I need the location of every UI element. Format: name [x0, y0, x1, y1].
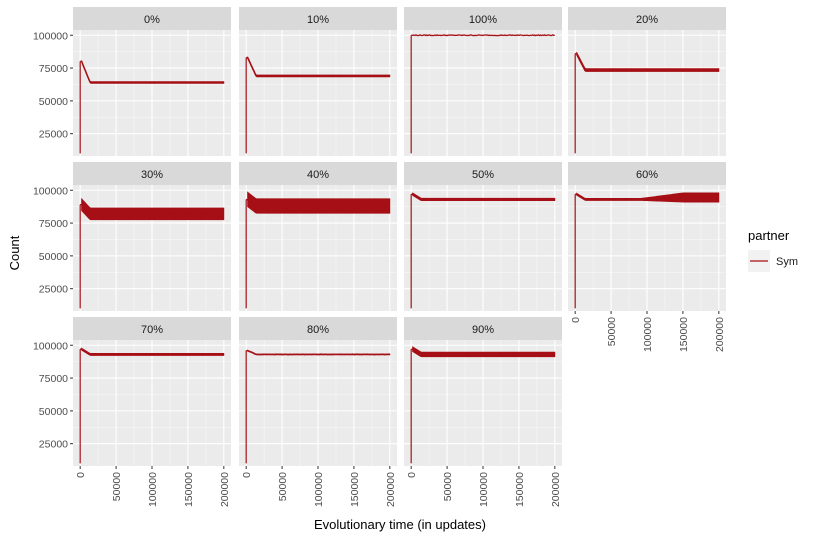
y-tick-label: 25000 — [39, 284, 68, 296]
x-tick-label: 0 — [570, 317, 582, 323]
facet-strip — [73, 162, 231, 185]
series-sym-line — [246, 349, 391, 356]
series-sym-line — [80, 348, 225, 356]
facet-panel-80pct: 80% 0 50000 100000 150000 200000 — [239, 317, 397, 507]
y-tick-label: 50000 — [39, 96, 68, 108]
facet-strip — [404, 7, 562, 30]
x-tick-label: 100000 — [642, 317, 654, 352]
series-sym-line — [80, 60, 224, 84]
facet-panel-50pct: 50% — [404, 162, 562, 311]
facet-panel-30pct: 30% 25000 50000 75000 100000 — [33, 162, 231, 311]
series-sym-line — [411, 348, 555, 356]
series-sym-band — [247, 191, 391, 214]
facet-strip — [239, 317, 397, 340]
legend: partner Sym — [748, 228, 798, 272]
series-sym-line — [575, 193, 720, 201]
facet-strip-label: 20% — [636, 14, 658, 26]
y-tick-label: 100000 — [33, 340, 68, 352]
facet-strip-label: 30% — [141, 169, 163, 181]
y-tick-label: 100000 — [33, 30, 68, 42]
x-tick-label: 200000 — [219, 472, 231, 507]
y-tick-label: 75000 — [39, 63, 68, 75]
series-sym-line — [575, 52, 720, 72]
facet-panel-90pct: 90% 0 50000 100000 150000 200000 — [404, 317, 562, 507]
facet-strip-label: 50% — [472, 169, 494, 181]
facet-strip — [239, 7, 397, 30]
x-tick-label: 50000 — [111, 472, 123, 501]
facet-strip-label: 40% — [307, 169, 329, 181]
y-tick-label: 50000 — [39, 406, 68, 418]
x-tick-label: 50000 — [277, 472, 289, 501]
x-tick-label: 100000 — [147, 472, 159, 507]
facet-strip-label: 80% — [307, 324, 329, 336]
x-tick-label: 150000 — [183, 472, 195, 507]
series-sym-line — [246, 198, 390, 208]
facet-strip — [568, 7, 726, 30]
y-tick-label: 75000 — [39, 373, 68, 385]
facet-strip — [73, 7, 231, 30]
y-axis-title: Count — [7, 235, 22, 270]
series-sym-line — [411, 193, 555, 201]
series-sym-line — [80, 203, 225, 215]
series-sym-band — [247, 56, 391, 78]
series-sym-band — [81, 197, 225, 221]
x-tick-label: 150000 — [514, 472, 526, 507]
facet-panel-40pct: 40% — [239, 162, 397, 311]
facet-strip — [73, 317, 231, 340]
facet-strip-label: 10% — [307, 14, 329, 26]
series-sym-line — [246, 56, 390, 78]
facet-panel-100pct: 100% — [404, 7, 562, 156]
x-tick-label: 200000 — [714, 317, 726, 352]
facet-strip — [568, 162, 726, 185]
x-tick-label: 100000 — [313, 472, 325, 507]
series-sym-line — [411, 34, 555, 37]
panels-layer: 0% 25000 50000 75000 100000 10% 100% 20% 30% 2500… — [33, 7, 726, 507]
x-tick-label: 150000 — [349, 472, 361, 507]
x-tick-label: 0 — [75, 472, 87, 478]
x-tick-label: 0 — [406, 472, 418, 478]
legend-label-sym: Sym — [776, 256, 798, 268]
facet-panel-10pct: 10% — [239, 7, 397, 156]
y-tick-label: 50000 — [39, 251, 68, 263]
x-tick-label: 200000 — [385, 472, 397, 507]
facet-panel-0pct: 0% 25000 50000 75000 100000 — [33, 7, 231, 156]
x-tick-label: 150000 — [678, 317, 690, 352]
legend-title: partner — [748, 228, 790, 243]
y-tick-label: 25000 — [39, 439, 68, 451]
x-tick-label: 50000 — [606, 317, 618, 346]
facet-strip-label: 60% — [636, 169, 658, 181]
facet-panel-20pct: 20% — [568, 7, 726, 156]
x-tick-label: 0 — [241, 472, 253, 478]
x-tick-label: 100000 — [478, 472, 490, 507]
x-axis-title: Evolutionary time (in updates) — [314, 517, 486, 532]
facet-strip-label: 0% — [144, 14, 160, 26]
facet-strip-label: 100% — [469, 14, 497, 26]
facet-strip-label: 90% — [472, 324, 494, 336]
y-tick-label: 100000 — [33, 185, 68, 197]
facet-strip-label: 70% — [141, 324, 163, 336]
y-tick-label: 25000 — [39, 129, 68, 141]
facet-panel-70pct: 70% 25000 50000 75000 100000 0 50000 100000 1500… — [33, 317, 231, 507]
x-tick-label: 50000 — [442, 472, 454, 501]
y-tick-label: 75000 — [39, 218, 68, 230]
facet-strip — [404, 317, 562, 340]
facet-strip — [239, 162, 397, 185]
facet-strip — [404, 162, 562, 185]
facet-panel-60pct: 60% 0 50000 100000 150000 200000 — [568, 162, 726, 352]
x-tick-label: 200000 — [550, 472, 562, 507]
